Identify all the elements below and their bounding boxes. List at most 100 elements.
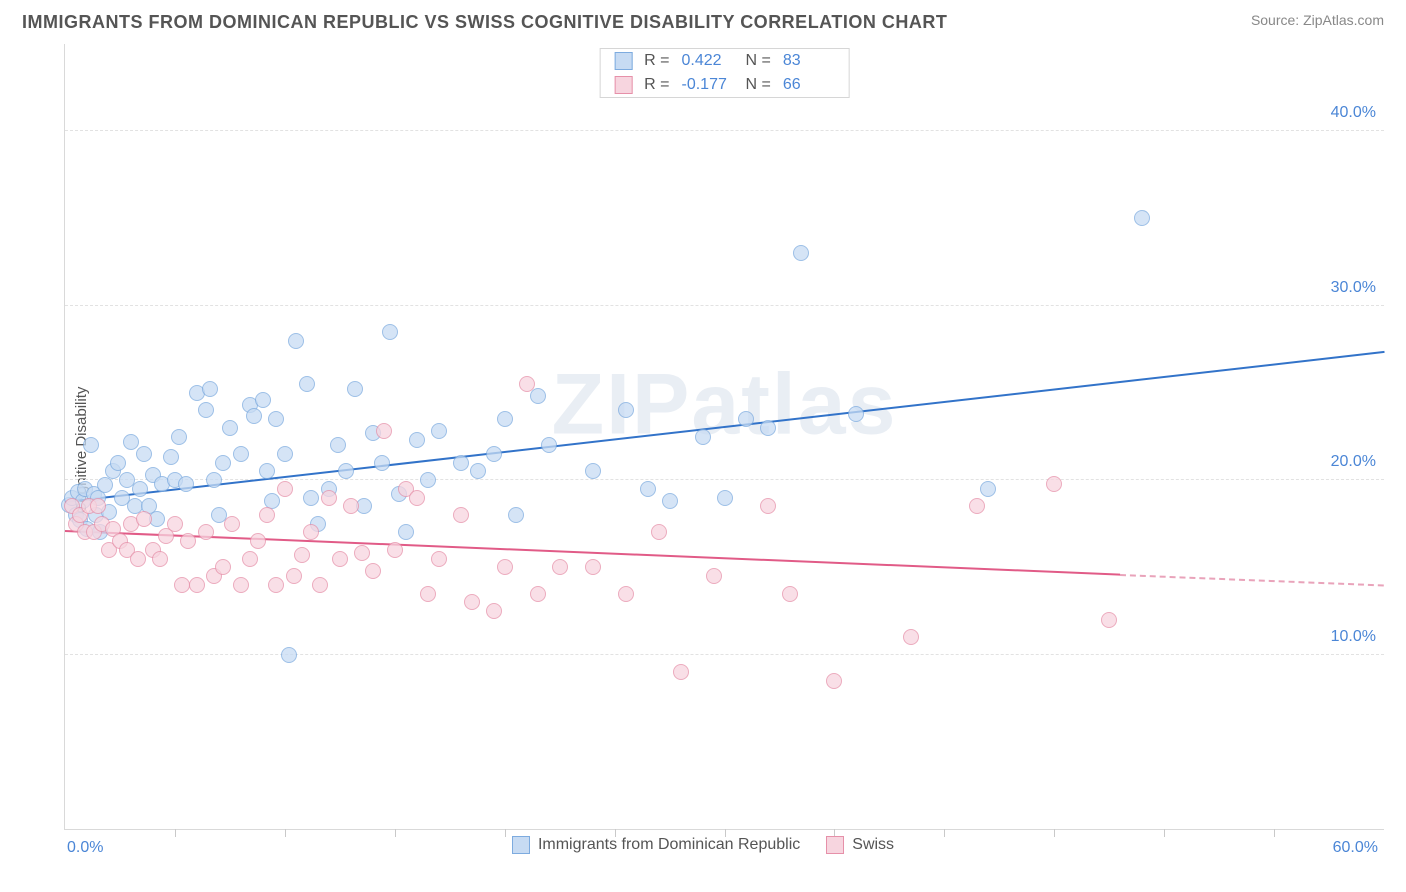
data-point [321, 490, 337, 506]
data-point [198, 402, 214, 418]
legend-item: Swiss [826, 836, 894, 854]
data-point [132, 481, 148, 497]
data-point [277, 446, 293, 462]
legend-row: R =0.422N =83 [600, 49, 849, 73]
data-point [215, 559, 231, 575]
data-point [374, 455, 390, 471]
data-point [782, 586, 798, 602]
data-point [338, 463, 354, 479]
data-point [347, 381, 363, 397]
data-point [695, 429, 711, 445]
legend-label: Swiss [852, 836, 894, 854]
data-point [793, 245, 809, 261]
legend-swatch [512, 836, 530, 854]
gridline [65, 130, 1384, 131]
data-point [409, 490, 425, 506]
data-point [903, 629, 919, 645]
r-value: -0.177 [682, 76, 734, 94]
n-value: 83 [783, 52, 835, 70]
data-point [508, 507, 524, 523]
data-point [486, 446, 502, 462]
y-tick-label: 40.0% [1331, 104, 1376, 122]
trend-line-extrapolated [1120, 574, 1384, 586]
data-point [286, 568, 302, 584]
data-point [268, 411, 284, 427]
data-point [90, 498, 106, 514]
scatter-plot: ZIPatlas R =0.422N =83R =-0.177N =66 10.… [64, 44, 1384, 830]
data-point [259, 507, 275, 523]
data-point [242, 551, 258, 567]
data-point [365, 563, 381, 579]
legend-swatch [614, 76, 632, 94]
r-label: R = [644, 52, 669, 70]
data-point [552, 559, 568, 575]
data-point [1101, 612, 1117, 628]
data-point [585, 463, 601, 479]
data-point [354, 545, 370, 561]
data-point [171, 429, 187, 445]
n-label: N = [746, 76, 771, 94]
data-point [215, 455, 231, 471]
data-point [738, 411, 754, 427]
n-value: 66 [783, 76, 835, 94]
data-point [152, 551, 168, 567]
data-point [980, 481, 996, 497]
data-point [255, 392, 271, 408]
data-point [224, 516, 240, 532]
data-point [760, 498, 776, 514]
chart-header: IMMIGRANTS FROM DOMINICAN REPUBLIC VS SW… [0, 0, 1406, 33]
data-point [431, 423, 447, 439]
data-point [497, 411, 513, 427]
data-point [268, 577, 284, 593]
y-tick-label: 10.0% [1331, 628, 1376, 646]
data-point [206, 472, 222, 488]
data-point [431, 551, 447, 567]
data-point [233, 446, 249, 462]
data-point [222, 420, 238, 436]
data-point [136, 511, 152, 527]
data-point [123, 434, 139, 450]
data-point [486, 603, 502, 619]
legend-swatch [614, 52, 632, 70]
data-point [662, 493, 678, 509]
data-point [519, 376, 535, 392]
data-point [198, 524, 214, 540]
data-point [1046, 476, 1062, 492]
data-point [189, 577, 205, 593]
data-point [281, 647, 297, 663]
data-point [651, 524, 667, 540]
data-point [969, 498, 985, 514]
data-point [312, 577, 328, 593]
data-point [163, 449, 179, 465]
data-point [288, 333, 304, 349]
series-legend: Immigrants from Dominican RepublicSwiss [22, 836, 1384, 854]
data-point [343, 498, 359, 514]
correlation-legend: R =0.422N =83R =-0.177N =66 [599, 48, 850, 98]
data-point [130, 551, 146, 567]
data-point [706, 568, 722, 584]
data-point [530, 388, 546, 404]
data-point [174, 577, 190, 593]
legend-row: R = -0.177 N = 66 [600, 73, 849, 97]
n-label: N = [746, 52, 771, 70]
data-point [497, 559, 513, 575]
gridline [65, 305, 1384, 306]
data-point [167, 516, 183, 532]
data-point [202, 381, 218, 397]
data-point [717, 490, 733, 506]
data-point [303, 524, 319, 540]
data-point [303, 490, 319, 506]
chart-area: Cognitive Disability ZIPatlas R =0.422N … [22, 44, 1384, 856]
data-point [246, 408, 262, 424]
chart-title: IMMIGRANTS FROM DOMINICAN REPUBLIC VS SW… [22, 12, 947, 33]
data-point [530, 586, 546, 602]
data-point [83, 437, 99, 453]
data-point [332, 551, 348, 567]
data-point [618, 586, 634, 602]
r-label: R = [644, 76, 669, 94]
data-point [97, 477, 113, 493]
data-point [277, 481, 293, 497]
data-point [1134, 210, 1150, 226]
data-point [110, 455, 126, 471]
data-point [453, 507, 469, 523]
